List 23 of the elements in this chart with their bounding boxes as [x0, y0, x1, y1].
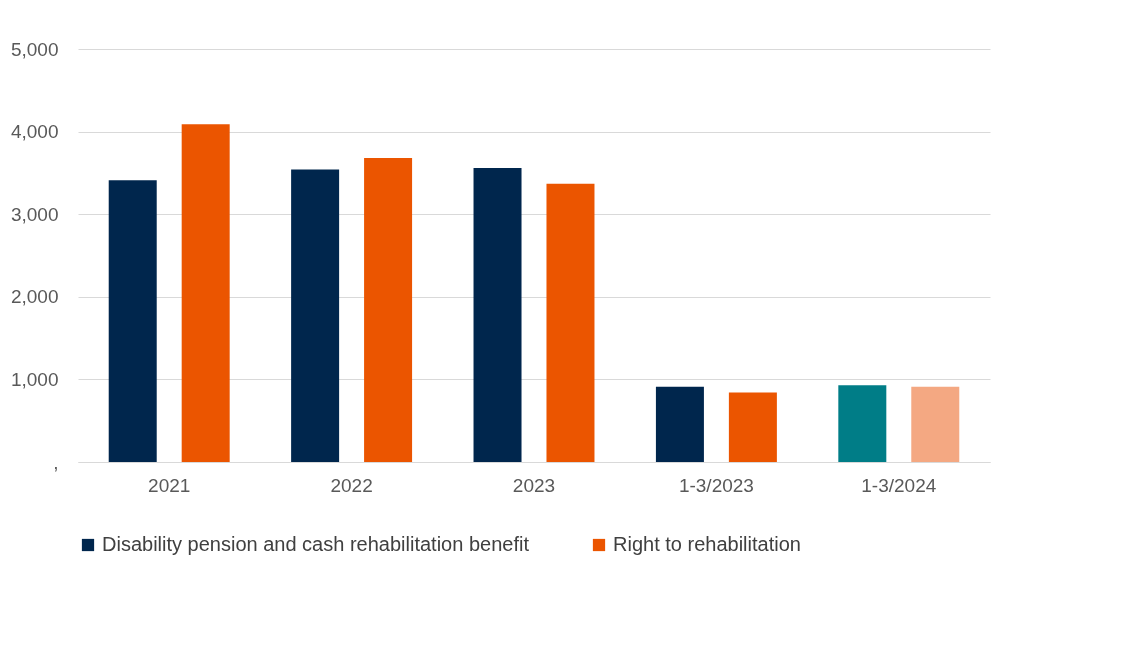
bar [728, 392, 777, 462]
legend-label: Right to rehabilitation [613, 533, 801, 555]
x-tick-label: 2022 [330, 474, 373, 496]
y-tick-label: 5,000 [10, 38, 59, 60]
x-tick-label: 1-3/2023 [678, 474, 754, 496]
y-tick-label: 4,000 [10, 121, 59, 143]
bar [838, 385, 887, 462]
bar [291, 169, 340, 462]
bar [181, 124, 230, 462]
y-tick-label: 1,000 [10, 368, 59, 390]
y-tick-label: 2,000 [10, 286, 59, 308]
x-tick-label: 2021 [148, 474, 191, 496]
bar [364, 158, 413, 462]
bar [911, 386, 960, 462]
bar [655, 386, 704, 462]
x-tick-label: 1-3/2024 [861, 474, 937, 496]
x-tick-label: 2023 [512, 474, 556, 496]
bar [546, 183, 595, 462]
legend-label: Disability pension and cash rehabilitation benefit [102, 533, 530, 555]
bar [473, 167, 522, 462]
y-tick-label: 3,000 [10, 203, 59, 225]
bar [108, 180, 157, 462]
y-tick-label: , [53, 451, 59, 473]
